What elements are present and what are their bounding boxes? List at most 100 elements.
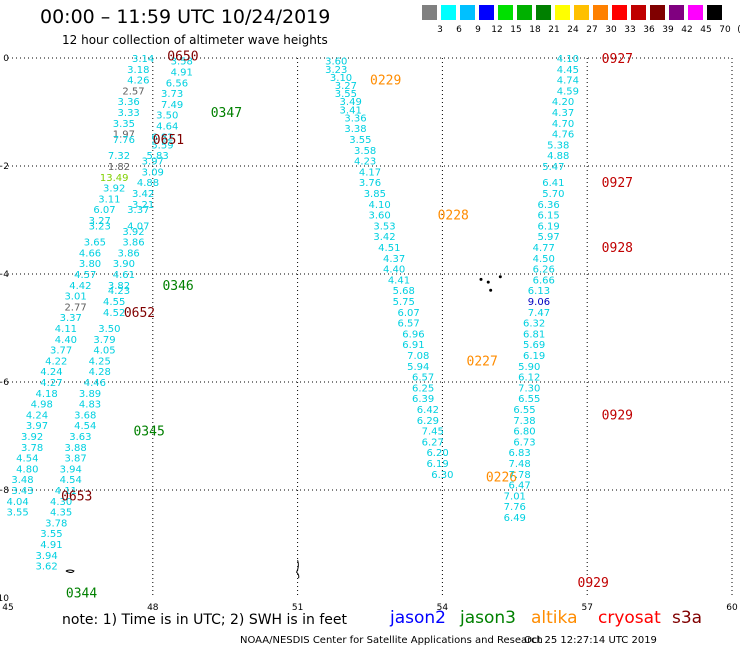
wave-height-point: 1.97 — [113, 130, 135, 141]
wave-height-point: 6.29 — [417, 416, 439, 427]
wave-height-point: 3.48 — [11, 475, 33, 486]
wave-height-point: 3.55 — [7, 508, 29, 519]
scale-swatch — [631, 5, 646, 20]
wave-height-point: 3.94 — [60, 464, 82, 475]
track-time-label: 0927 — [602, 52, 633, 67]
wave-height-point: 3.60 — [369, 211, 391, 222]
wave-height-point: 4.30 — [50, 497, 72, 508]
wave-height-point: 3.79 — [93, 335, 115, 346]
y-tick-label: −4 — [0, 270, 9, 280]
track-time-label: 0652 — [124, 306, 155, 321]
wave-height-point: 4.59 — [557, 86, 579, 97]
wave-height-point: 4.22 — [45, 356, 67, 367]
wave-height-point: 3.85 — [364, 189, 386, 200]
legend-jason2: jason2 — [390, 608, 446, 628]
credit-text: NOAA/NESDIS Center for Satellite Applica… — [240, 635, 543, 646]
wave-height-point: 5.70 — [542, 189, 564, 200]
wave-height-point: 6.80 — [513, 427, 535, 438]
wave-height-point: 3.92 — [122, 227, 144, 238]
wave-height-point: 4.83 — [79, 400, 101, 411]
x-tick-label: 57 — [581, 603, 592, 613]
wave-height-point: 4.07 — [127, 221, 149, 232]
wave-height-point: 4.23 — [354, 157, 376, 168]
wave-height-point: 6.42 — [417, 405, 439, 416]
wave-height-point: 2.77 — [64, 302, 86, 313]
wave-height-point: 4.54 — [74, 421, 96, 432]
wave-height-point: 3.80 — [79, 259, 101, 270]
wave-height-point: 4.91 — [40, 540, 62, 551]
wave-height-point: 4.98 — [31, 400, 53, 411]
wave-height-point: 4.46 — [84, 378, 106, 389]
wave-height-point: 3.58 — [354, 146, 376, 157]
track-time-label: 0650 — [167, 49, 198, 64]
wave-height-point: 4.10 — [557, 54, 579, 65]
generated-timestamp: Oct 25 12:27:14 UTC 2019 — [524, 635, 657, 646]
legend-jason3: jason3 — [460, 608, 516, 628]
wave-height-point: 5.69 — [523, 340, 545, 351]
wave-height-point: 3.18 — [127, 65, 149, 76]
wave-height-point: 3.89 — [79, 389, 101, 400]
wave-height-point: 3.78 — [21, 443, 43, 454]
scale-swatch — [479, 5, 494, 20]
wave-height-point: 4.52 — [103, 308, 125, 319]
wave-height-point: 4.77 — [533, 243, 555, 254]
wave-height-point: 4.10 — [369, 200, 391, 211]
wave-height-point: 6.27 — [422, 437, 444, 448]
footnote: note: 1) Time is in UTC; 2) SWH is in fe… — [62, 612, 348, 628]
track-time-label: 0929 — [602, 408, 633, 423]
wave-height-point: 6.13 — [528, 286, 550, 297]
wave-height-point: 6.07 — [93, 205, 115, 216]
scale-swatch — [555, 5, 570, 20]
wave-height-point: 3.27 — [335, 81, 357, 92]
track-time-label: 0227 — [467, 354, 498, 369]
wave-height-point: 5.75 — [393, 297, 415, 308]
wave-height-point: 6.81 — [523, 329, 545, 340]
wave-height-point: 3.10 — [330, 73, 352, 84]
wave-height-point: 6.32 — [523, 319, 545, 330]
wave-height-point: 4.40 — [383, 265, 405, 276]
scale-label: 30 — [605, 25, 617, 35]
wave-height-point: 3.43 — [11, 486, 33, 497]
wave-height-point: 5.47 — [542, 162, 564, 173]
wave-height-point: 3.23 — [325, 65, 347, 76]
page-subtitle: 12 hour collection of altimeter wave hei… — [62, 33, 328, 47]
scale-swatch — [669, 5, 684, 20]
wave-height-point: 6.19 — [537, 221, 559, 232]
wave-height-point: 3.90 — [113, 259, 135, 270]
wave-height-point: 3.21 — [132, 200, 154, 211]
wave-height-point: 4.18 — [35, 389, 57, 400]
wave-height-point: 3.87 — [64, 454, 86, 465]
wave-height-point: 7.49 — [161, 100, 183, 111]
scale-label: 15 — [510, 25, 522, 35]
y-tick-label: −10 — [0, 594, 9, 604]
wave-height-point: 4.11 — [55, 486, 77, 497]
scale-label: 39 — [662, 25, 674, 35]
wave-height-point: 3.27 — [89, 216, 111, 227]
wave-height-point: 4.54 — [60, 475, 82, 486]
wave-height-point: 7.32 — [108, 151, 130, 162]
wave-height-point: 6.55 — [513, 405, 535, 416]
wave-height-point: 6.26 — [533, 265, 555, 276]
x-tick-label: 60 — [726, 603, 738, 613]
scale-label: 3 — [437, 25, 443, 35]
track-time-label: 0226 — [486, 471, 517, 486]
wave-height-point: 4.11 — [55, 324, 77, 335]
wave-height-point: 6.20 — [426, 448, 448, 459]
wave-height-point: 3.62 — [35, 562, 57, 573]
wave-height-point: 6.73 — [513, 437, 535, 448]
wave-height-point: 4.23 — [108, 286, 130, 297]
wave-height-point: 9.06 — [528, 297, 550, 308]
wave-height-point: 6.82 — [151, 132, 173, 143]
wave-height-point: 3.37 — [60, 313, 82, 324]
island-mark — [489, 288, 493, 292]
island-outline — [65, 569, 75, 573]
wave-height-point: 3.53 — [373, 221, 395, 232]
wave-height-point: 6.30 — [431, 470, 453, 481]
wave-height-point: 7.48 — [508, 459, 530, 470]
scale-swatch — [422, 5, 437, 20]
track-time-label: 0229 — [370, 74, 401, 89]
scale-swatch — [574, 5, 589, 20]
wave-height-point: 3.86 — [122, 238, 144, 249]
scale-swatch — [517, 5, 532, 20]
